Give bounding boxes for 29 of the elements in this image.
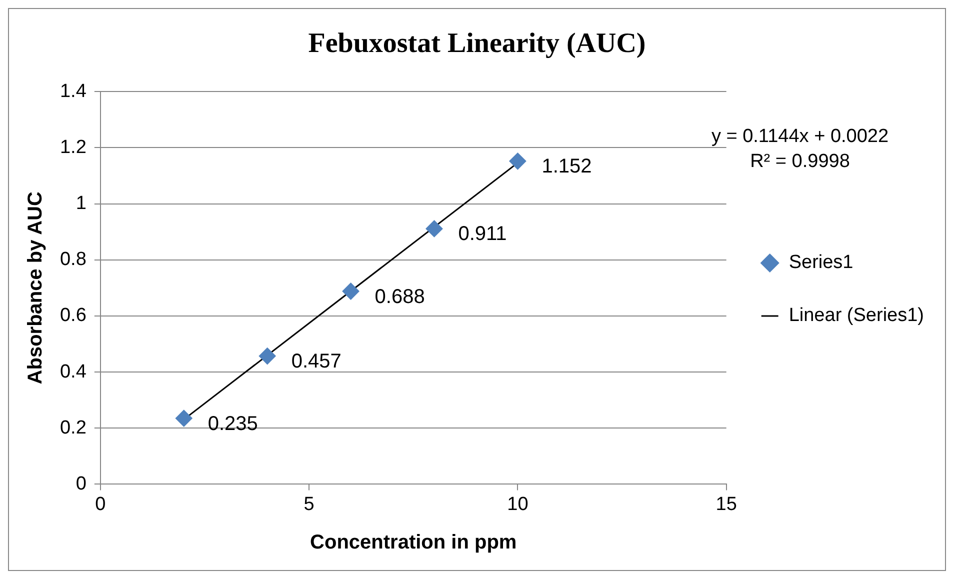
text: R² = 0.9998 xyxy=(749,150,851,174)
point xyxy=(175,410,192,427)
y-tick-label: 1.4 xyxy=(60,80,87,102)
point xyxy=(426,220,443,238)
legend-label: Linear (Series1) xyxy=(788,305,924,326)
y-tick-label: 0.2 xyxy=(60,417,86,438)
y-tick-label: 1.2 xyxy=(60,136,86,158)
x-axis-title: Concentration in ppm xyxy=(310,532,517,554)
data-label: 0.688 xyxy=(374,286,425,308)
y-tick-label: 0.8 xyxy=(60,249,86,270)
point xyxy=(509,152,526,170)
data-label: 0.911 xyxy=(458,223,507,246)
data-label: 1.152 xyxy=(542,156,592,178)
point xyxy=(342,282,360,300)
legend-label: Series1 xyxy=(788,252,854,274)
data-label: 0.457 xyxy=(291,350,342,373)
y-tick-label: 1 xyxy=(76,193,86,214)
x-tick-label: 15 xyxy=(716,494,737,515)
y-tick-label: 0.6 xyxy=(60,305,86,326)
y-tick-label: 0 xyxy=(76,473,86,494)
annotation: y = 0.1144x + 0.0022 xyxy=(710,125,890,149)
y-tick-label: 0.4 xyxy=(60,361,87,382)
x-tick-label: 5 xyxy=(304,494,314,515)
chart-title: Febuxostat Linearity (AUC) xyxy=(308,28,646,60)
x-tick-label: 0 xyxy=(95,494,106,515)
point xyxy=(258,348,276,365)
y-axis-title: Absorbance by AUC xyxy=(24,192,47,384)
x-tick-label: 10 xyxy=(507,494,528,515)
data-label: 0.235 xyxy=(208,412,258,435)
